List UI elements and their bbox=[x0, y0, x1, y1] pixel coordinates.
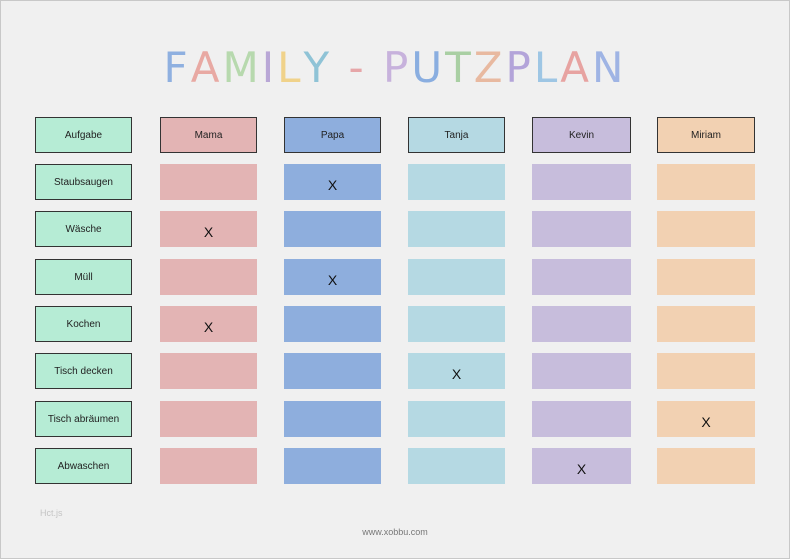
assignment-cell[interactable] bbox=[657, 259, 755, 295]
assignment-cell[interactable]: X bbox=[408, 353, 505, 389]
task-label: Tisch decken bbox=[35, 353, 132, 389]
header-task: Aufgabe bbox=[35, 117, 132, 153]
assignment-cell[interactable] bbox=[408, 306, 505, 342]
assignment-cell[interactable] bbox=[657, 448, 755, 484]
title-letter: F bbox=[163, 43, 191, 92]
assignment-cell[interactable] bbox=[284, 306, 381, 342]
title-letter: Z bbox=[473, 43, 506, 92]
assignment-cell[interactable]: X bbox=[284, 259, 381, 295]
header-mama: Mama bbox=[160, 117, 257, 153]
assignment-cell[interactable] bbox=[408, 401, 505, 437]
assignment-mark: X bbox=[451, 366, 462, 382]
header-papa: Papa bbox=[284, 117, 381, 153]
assignment-cell[interactable] bbox=[408, 259, 505, 295]
title-letter: M bbox=[222, 43, 262, 92]
assignment-cell[interactable] bbox=[284, 353, 381, 389]
task-label: Müll bbox=[35, 259, 132, 295]
page-title: FAMILY - PUTZPLAN bbox=[0, 42, 790, 94]
title-letter: P bbox=[505, 43, 534, 92]
assignment-cell[interactable]: X bbox=[657, 401, 755, 437]
assignment-cell[interactable] bbox=[284, 211, 381, 247]
assignment-cell[interactable] bbox=[532, 306, 631, 342]
title-letter: L bbox=[277, 43, 304, 92]
assignment-cell[interactable]: X bbox=[532, 448, 631, 484]
assignment-cell[interactable] bbox=[532, 164, 631, 200]
assignment-cell[interactable] bbox=[657, 211, 755, 247]
task-label: Abwaschen bbox=[35, 448, 132, 484]
task-label: Staubsaugen bbox=[35, 164, 132, 200]
assignment-cell[interactable]: X bbox=[284, 164, 381, 200]
assignment-cell[interactable] bbox=[532, 401, 631, 437]
title-letter: Y bbox=[303, 43, 333, 92]
header-miriam: Miriam bbox=[657, 117, 755, 153]
assignment-cell[interactable] bbox=[408, 211, 505, 247]
assignment-cell[interactable] bbox=[160, 448, 257, 484]
title-letter: A bbox=[560, 43, 593, 92]
task-label: Wäsche bbox=[35, 211, 132, 247]
assignment-cell[interactable] bbox=[657, 306, 755, 342]
assignment-cell[interactable] bbox=[657, 164, 755, 200]
task-label: Tisch abräumen bbox=[35, 401, 132, 437]
assignment-cell[interactable] bbox=[160, 401, 257, 437]
assignment-cell[interactable] bbox=[284, 401, 381, 437]
assignment-cell[interactable] bbox=[532, 259, 631, 295]
header-kevin: Kevin bbox=[532, 117, 631, 153]
title-letter: A bbox=[190, 43, 223, 92]
assignment-cell[interactable] bbox=[408, 448, 505, 484]
title-letter bbox=[332, 42, 348, 94]
assignment-mark: X bbox=[701, 414, 711, 430]
title-letter bbox=[367, 42, 383, 94]
faint-note: Hct.js bbox=[40, 508, 63, 518]
assignment-cell[interactable] bbox=[160, 164, 257, 200]
header-tanja: Tanja bbox=[408, 117, 505, 153]
assignment-mark: X bbox=[327, 177, 338, 193]
assignment-cell[interactable]: X bbox=[160, 306, 257, 342]
title-letter: U bbox=[411, 43, 446, 92]
assignment-cell[interactable] bbox=[160, 353, 257, 389]
assignment-mark: X bbox=[203, 319, 214, 335]
assignment-cell[interactable]: X bbox=[160, 211, 257, 247]
assignment-mark: X bbox=[576, 461, 587, 477]
title-letter: P bbox=[383, 43, 412, 92]
assignment-mark: X bbox=[327, 272, 338, 288]
title-letter: I bbox=[261, 43, 278, 92]
title-letter: L bbox=[533, 43, 561, 92]
assignment-mark: X bbox=[203, 224, 214, 240]
title-letter: - bbox=[348, 43, 367, 92]
assignment-cell[interactable] bbox=[284, 448, 381, 484]
task-label: Kochen bbox=[35, 306, 132, 342]
assignment-cell[interactable] bbox=[532, 211, 631, 247]
title-letter: T bbox=[445, 43, 474, 92]
footer-url: www.xobbu.com bbox=[362, 527, 428, 537]
assignment-cell[interactable] bbox=[657, 353, 755, 389]
assignment-cell[interactable] bbox=[532, 353, 631, 389]
assignment-cell[interactable] bbox=[160, 259, 257, 295]
title-letter: N bbox=[592, 43, 627, 92]
assignment-cell[interactable] bbox=[408, 164, 505, 200]
